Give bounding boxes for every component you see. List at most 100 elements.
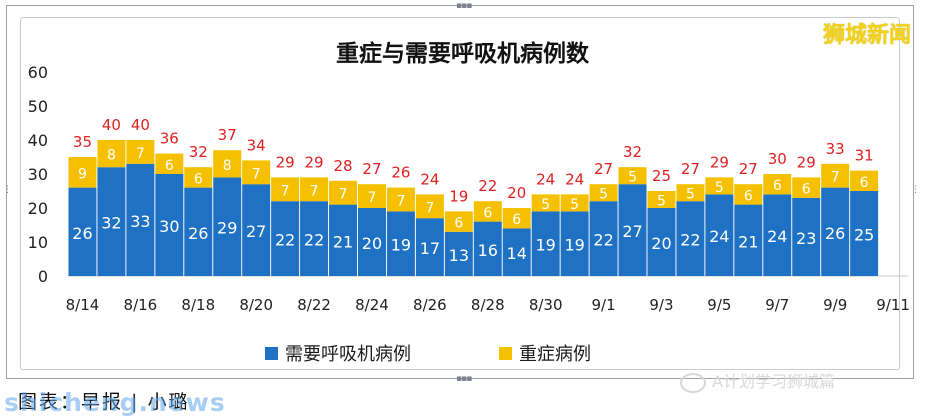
bar-ventilator (734, 204, 763, 276)
y-tick-label: 50 (28, 97, 48, 116)
data-label-critical: 5 (628, 170, 637, 186)
data-label-total: 32 (623, 143, 642, 161)
data-label-ventilator: 23 (796, 229, 816, 248)
x-tick-label: 9/3 (649, 296, 673, 314)
data-label-ventilator: 29 (217, 219, 237, 238)
data-label-critical: 5 (570, 197, 579, 213)
x-tick-label: 8/18 (181, 296, 215, 314)
bar-critical (734, 184, 763, 205)
y-tick-label: 60 (28, 63, 48, 82)
bar-critical (184, 167, 213, 188)
resize-handle-left[interactable]: ⋮ (3, 185, 12, 195)
bar-ventilator (184, 187, 213, 276)
brand-label: 狮城新闻 (822, 23, 911, 48)
data-label-ventilator: 27 (622, 222, 642, 241)
data-label-critical: 9 (78, 166, 87, 182)
data-label-critical: 7 (831, 170, 840, 186)
data-label-ventilator: 30 (159, 217, 179, 236)
data-label-critical: 8 (107, 148, 116, 164)
social-account-label: A计划学习狮城篇 (712, 372, 835, 391)
data-label-critical: 6 (744, 188, 753, 204)
data-label-total: 31 (855, 147, 874, 165)
watermark: shicheng.news (4, 388, 226, 417)
data-label-ventilator: 32 (101, 214, 121, 233)
bar-ventilator (329, 204, 358, 276)
data-label-critical: 6 (773, 178, 782, 194)
resize-handle-top[interactable]: ▪▪▪ (456, 1, 472, 11)
y-tick-label: 10 (28, 233, 48, 252)
data-label-ventilator: 22 (593, 231, 613, 250)
data-label-total: 29 (710, 153, 729, 171)
bar-critical (213, 150, 242, 178)
bar-critical (271, 177, 300, 202)
data-label-total: 37 (218, 126, 237, 144)
x-tick-label: 9/5 (707, 296, 731, 314)
data-label-total: 32 (189, 143, 208, 161)
data-label-ventilator: 22 (680, 231, 700, 250)
resize-handle-right[interactable]: ⋮ (911, 185, 920, 195)
bar-critical (705, 177, 734, 195)
bar-critical (676, 184, 705, 202)
bar-ventilator (792, 197, 821, 276)
bar-ventilator (531, 211, 560, 276)
data-label-total: 25 (652, 167, 671, 185)
bar-critical (444, 211, 473, 232)
data-label-total: 24 (565, 170, 584, 188)
data-label-ventilator: 25 (854, 226, 874, 245)
bar-critical (763, 174, 792, 195)
data-label-critical: 6 (483, 205, 492, 221)
data-label-critical: 6 (802, 182, 811, 198)
bar-critical (531, 194, 560, 212)
bar-ventilator (242, 184, 271, 276)
data-label-ventilator: 21 (333, 232, 353, 251)
data-label-ventilator: 22 (275, 231, 295, 250)
x-tick-label: 8/26 (413, 296, 447, 314)
data-label-critical: 6 (165, 158, 174, 174)
bar-ventilator (705, 194, 734, 276)
y-tick-label: 0 (38, 267, 48, 286)
x-tick-label: 9/9 (823, 296, 847, 314)
bar-ventilator (502, 228, 531, 276)
data-label-critical: 7 (252, 166, 261, 182)
bar-critical (300, 177, 329, 202)
data-label-ventilator: 16 (478, 241, 498, 260)
data-label-ventilator: 19 (564, 236, 584, 255)
data-label-ventilator: 27 (246, 222, 266, 241)
data-label-ventilator: 33 (130, 212, 150, 231)
bar-ventilator (821, 187, 850, 276)
bar-ventilator (271, 201, 300, 276)
data-label-total: 40 (102, 116, 121, 134)
data-label-ventilator: 24 (709, 227, 729, 246)
bar-critical (560, 194, 589, 212)
data-label-total: 19 (449, 187, 468, 205)
data-label-total: 30 (768, 150, 787, 168)
data-label-critical: 8 (223, 158, 232, 174)
data-label-ventilator: 17 (420, 239, 440, 258)
bar-critical (68, 157, 97, 188)
data-label-critical: 7 (368, 190, 377, 206)
x-tick-label: 9/11 (876, 296, 910, 314)
x-tick-label: 8/28 (471, 296, 505, 314)
bar-critical (792, 177, 821, 198)
bar-critical (589, 184, 618, 202)
bar-critical (386, 187, 415, 212)
data-label-ventilator: 26 (188, 224, 208, 243)
resize-handle-bottom[interactable]: ▪▪▪ (456, 374, 472, 384)
bar-critical (242, 160, 271, 185)
bar-critical (647, 191, 676, 208)
legend-label-ventilator: 需要呼吸机病例 (285, 344, 411, 365)
data-label-critical: 7 (425, 200, 434, 216)
data-label-total: 27 (681, 160, 700, 178)
bar-critical (618, 167, 647, 185)
data-label-critical: 6 (194, 171, 203, 187)
legend-swatch-ventilator (265, 346, 278, 360)
bar-critical (357, 184, 386, 208)
data-label-total: 22 (478, 177, 497, 195)
data-label-total: 33 (826, 140, 845, 158)
bar-critical (850, 170, 879, 191)
bar-ventilator (560, 211, 589, 276)
legend-swatch-critical (499, 346, 512, 360)
x-tick-label: 8/30 (529, 296, 563, 314)
data-label-critical: 7 (396, 194, 405, 210)
